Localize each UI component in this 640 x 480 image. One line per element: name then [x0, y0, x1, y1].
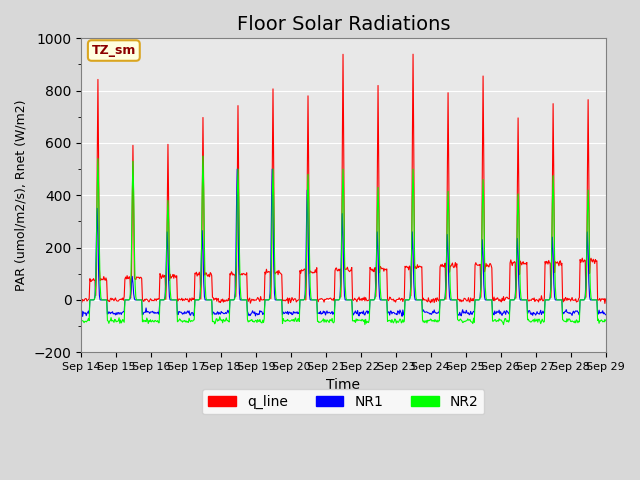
- q_line: [77, 297, 85, 302]
- Line: q_line: q_line: [81, 54, 605, 303]
- NR1: [602, 312, 609, 318]
- q_line: [87, 278, 95, 284]
- Text: TZ_sm: TZ_sm: [92, 44, 136, 57]
- NR1: [88, 297, 95, 303]
- NR2: [423, 320, 431, 326]
- Title: Floor Solar Radiations: Floor Solar Radiations: [237, 15, 450, 34]
- NR1: [195, 297, 202, 303]
- q_line: [141, 297, 148, 302]
- q_line: [221, 298, 229, 304]
- NR1: [408, 229, 416, 235]
- NR2: [408, 249, 415, 255]
- NR1: [141, 310, 149, 315]
- NR1: [223, 311, 230, 316]
- Legend: q_line, NR1, NR2: q_line, NR1, NR2: [202, 389, 484, 414]
- NR1: [77, 310, 85, 316]
- q_line: [601, 300, 609, 306]
- NR1: [234, 166, 241, 172]
- NR2: [141, 318, 148, 324]
- NR2: [199, 153, 207, 159]
- X-axis label: Time: Time: [326, 377, 360, 392]
- q_line: [602, 296, 609, 302]
- q_line: [409, 51, 417, 57]
- NR2: [77, 318, 85, 324]
- NR2: [194, 297, 202, 303]
- NR2: [500, 322, 508, 327]
- q_line: [407, 293, 415, 299]
- NR2: [87, 297, 95, 303]
- Y-axis label: PAR (umol/m2/s), Rnet (W/m2): PAR (umol/m2/s), Rnet (W/m2): [15, 99, 28, 291]
- Line: NR2: NR2: [81, 156, 605, 324]
- q_line: [423, 299, 431, 304]
- NR1: [424, 310, 431, 315]
- NR2: [602, 318, 609, 324]
- Line: NR1: NR1: [81, 169, 605, 316]
- NR2: [223, 315, 230, 321]
- q_line: [194, 271, 202, 277]
- NR1: [79, 313, 86, 319]
